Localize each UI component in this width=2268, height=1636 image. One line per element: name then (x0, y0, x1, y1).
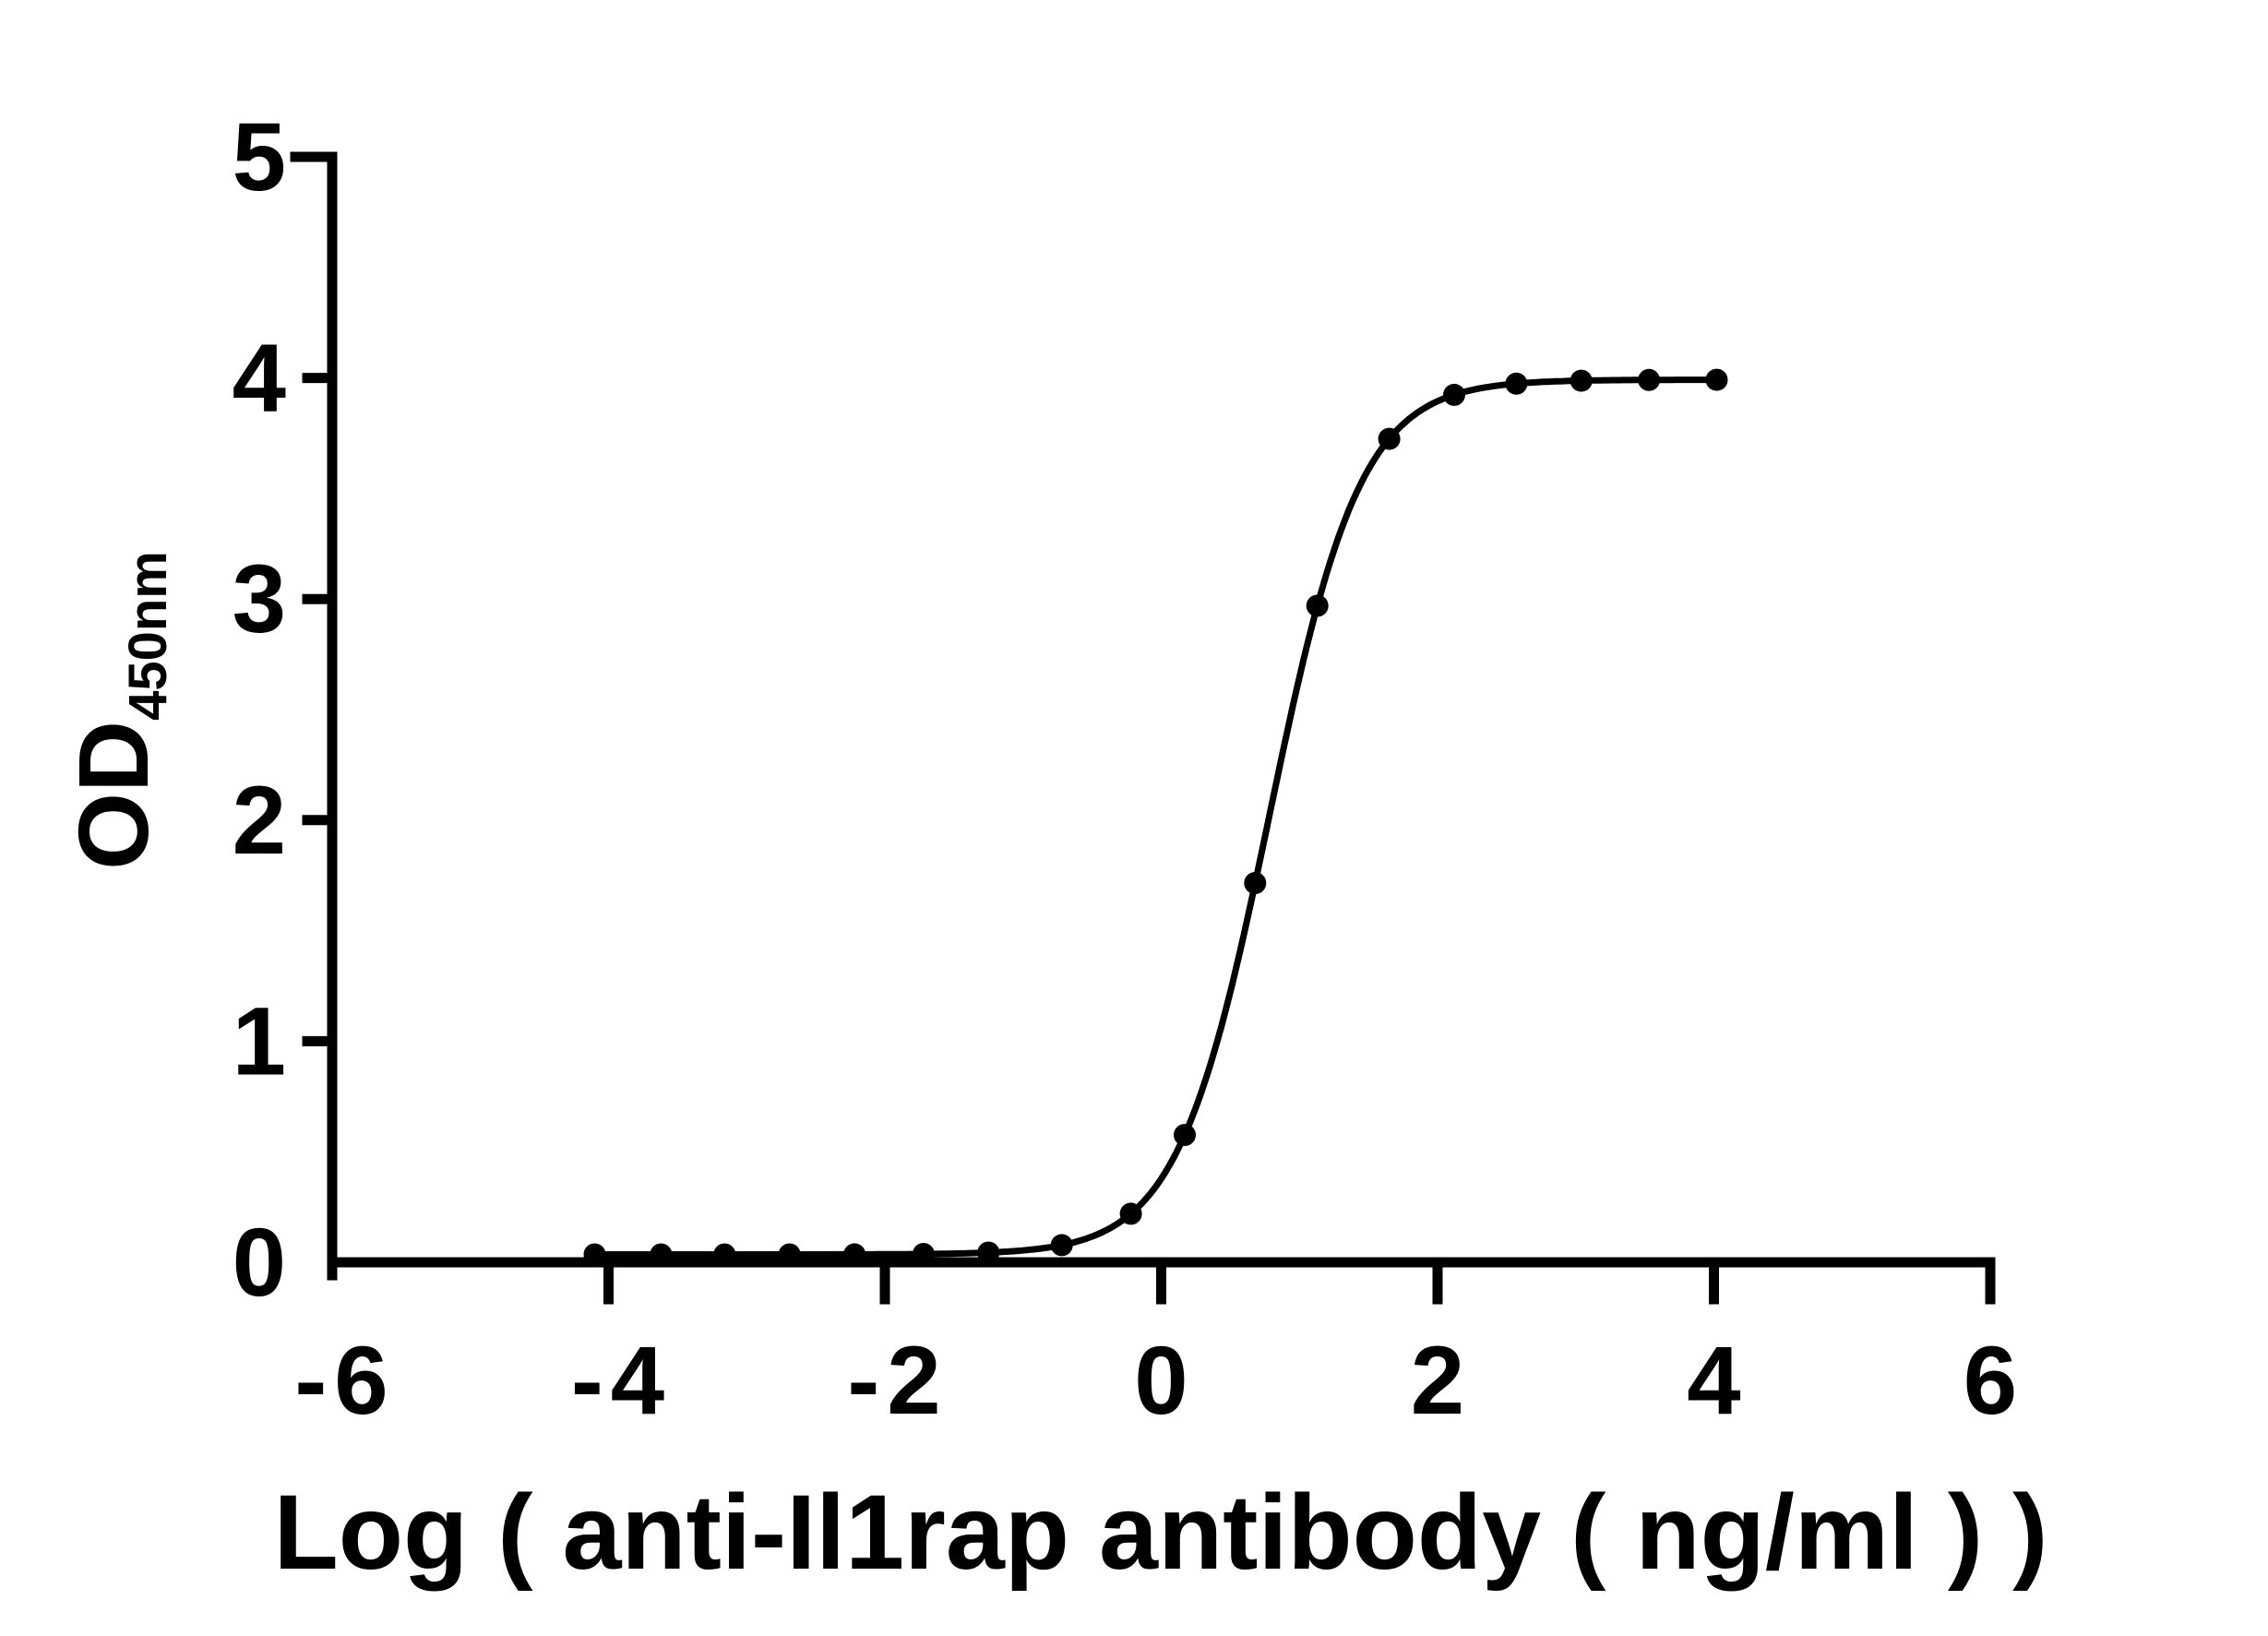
svg-text:2: 2 (233, 767, 286, 875)
svg-text:4: 4 (1687, 1327, 1740, 1435)
svg-text:1: 1 (233, 987, 286, 1095)
svg-text:2: 2 (1411, 1327, 1464, 1435)
svg-text:-4: -4 (571, 1327, 664, 1435)
svg-text:0: 0 (233, 1209, 286, 1317)
svg-text:3: 3 (233, 545, 286, 653)
svg-text:6: 6 (1964, 1327, 2017, 1435)
svg-text:-6: -6 (294, 1327, 388, 1435)
svg-text:5: 5 (233, 103, 286, 211)
svg-text:0: 0 (1134, 1327, 1188, 1435)
svg-text:Log ( anti-Il1rap antibody ( n: Log ( anti-Il1rap antibody ( ng/ml ) ) (274, 1474, 2048, 1592)
svg-text:-2: -2 (847, 1327, 940, 1435)
svg-text:4: 4 (233, 325, 286, 433)
